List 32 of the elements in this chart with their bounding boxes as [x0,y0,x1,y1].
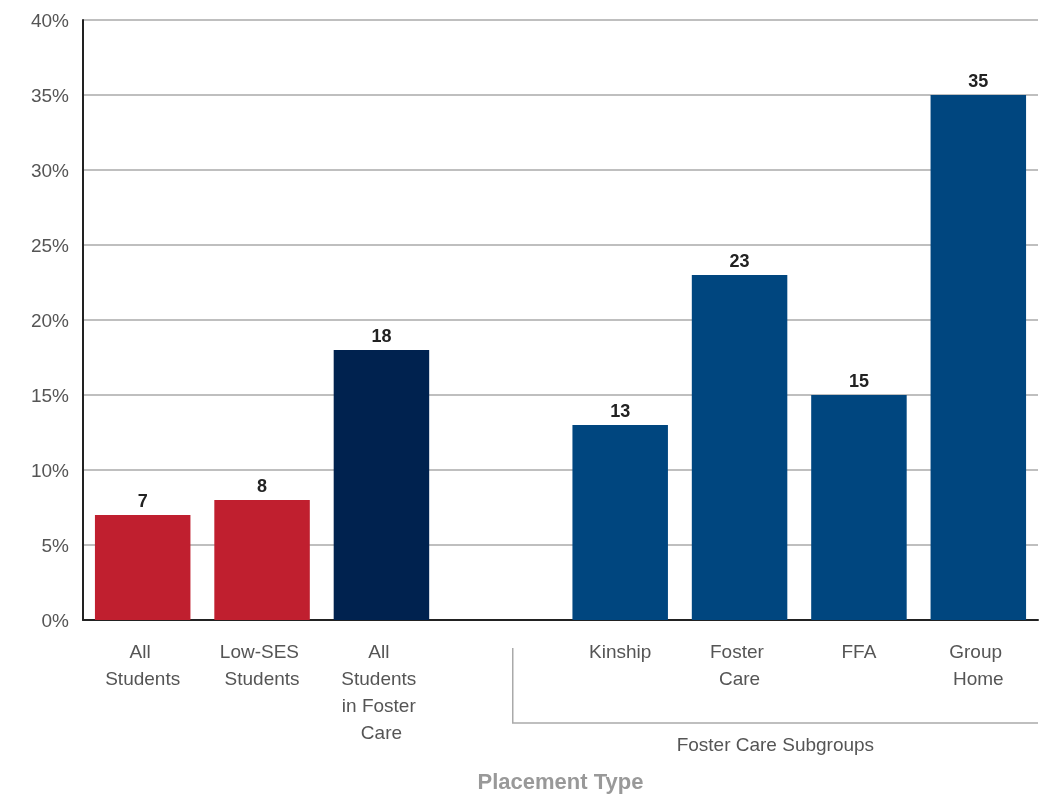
y-tick-label: 30% [30,159,70,181]
y-tick-label: 40% [30,9,70,31]
x-tick-label: Low-SES Students [219,641,305,689]
y-tick-label: 15% [30,384,70,406]
x-tick-label: Foster Care [710,641,770,689]
bar [811,395,907,620]
x-tick-label: FFA [841,641,877,662]
y-tick-label: 0% [41,609,70,631]
data-label: 35 [968,71,989,91]
data-label: 13 [610,401,631,421]
data-label: 15 [848,371,869,391]
data-label: 8 [257,476,268,496]
x-tick-label: All Students [105,641,181,689]
bar [94,515,191,620]
y-tick-label: 10% [30,459,70,481]
bar [333,350,430,620]
x-tick-label: All Students in Foster Care [341,641,422,743]
bar [930,95,1027,620]
x-tick-label: Kinship [589,641,652,662]
data-label: 18 [371,326,392,346]
bar [214,500,310,620]
y-tick-label: 20% [30,309,70,331]
bar [572,425,668,620]
x-tick-label: Group Home [949,641,1008,689]
data-label: 7 [137,491,148,511]
y-tick-label: 35% [30,84,70,106]
text: Foster Care Subgroups [676,734,875,755]
y-tick-label: 25% [30,234,70,256]
x-axis-title: Placement Type [477,768,644,794]
bar [691,275,788,620]
data-label: 23 [729,251,750,271]
y-tick-label: 5% [41,534,70,556]
